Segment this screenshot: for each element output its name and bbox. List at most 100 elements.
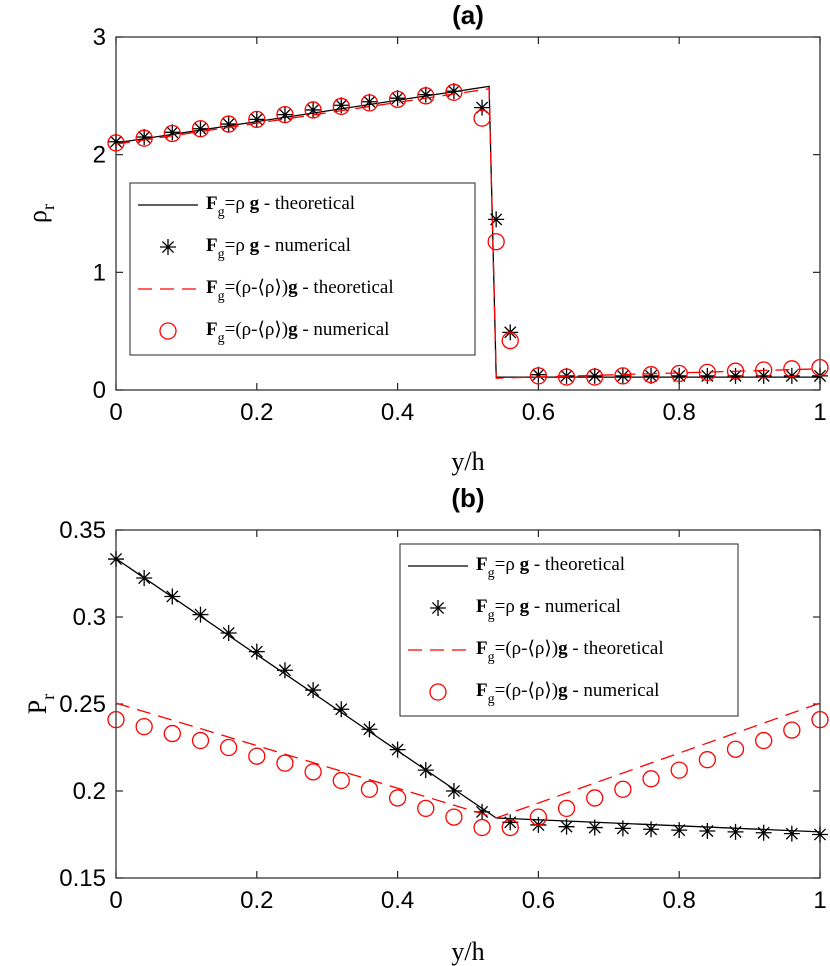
chart-panel-b: 0 0.2 0.4 0.6 0.8 1 0.15 0.2 0.25 0.3 0.35 (b) y/h Pr…	[23, 483, 829, 966]
x-axis-label: y/h	[451, 937, 484, 966]
circle-marker	[642, 770, 660, 788]
star-marker	[164, 124, 181, 141]
circle-marker	[529, 367, 548, 385]
star-marker	[783, 367, 800, 384]
legend-label: Fg=(ρ-⟨ρ⟩)g - numerical	[476, 680, 659, 707]
circle-marker	[501, 818, 519, 837]
star-marker	[389, 90, 406, 107]
series	[107, 83, 829, 386]
y-tick-label: 0.25	[59, 691, 106, 718]
star-marker	[361, 721, 378, 738]
circle-marker	[248, 747, 266, 765]
star-marker	[643, 367, 660, 384]
circle-marker	[614, 367, 632, 385]
x-tick-label: 0.2	[240, 887, 273, 914]
star-marker	[671, 822, 688, 839]
circle-marker	[586, 789, 604, 807]
circle-marker	[783, 360, 801, 378]
y-tick-label: 0.15	[59, 865, 106, 892]
star-marker	[108, 551, 124, 568]
circle-marker	[487, 233, 505, 251]
circle-marker	[586, 368, 604, 386]
x-tick-label: 0.8	[663, 887, 696, 914]
circle-marker	[429, 683, 447, 701]
legend: Fg=ρ g - theoretical Fg=ρ g - numerical Fg…	[129, 182, 476, 356]
series	[107, 711, 829, 837]
star-marker	[445, 783, 462, 799]
star-marker	[699, 823, 716, 840]
legend-label: Fg=(ρ-⟨ρ⟩)g - theoretical	[206, 277, 394, 304]
star-marker	[220, 625, 237, 642]
circle-marker	[163, 124, 181, 143]
circle-marker	[670, 364, 688, 383]
star-marker	[417, 86, 434, 103]
legend-label: Fg=ρ g - numerical	[206, 235, 351, 262]
circle-marker	[163, 724, 181, 743]
circle-marker	[417, 87, 435, 105]
circle-marker	[219, 115, 238, 133]
circle-marker	[670, 761, 688, 779]
star-marker	[558, 818, 575, 835]
star-marker	[614, 820, 631, 837]
circle-marker	[107, 711, 125, 729]
star-marker	[248, 643, 265, 660]
circle-marker	[698, 751, 717, 769]
legend-box	[129, 182, 476, 356]
star-marker	[614, 367, 631, 384]
circle-marker	[557, 799, 576, 818]
star-marker	[164, 588, 181, 605]
circle-marker	[755, 361, 773, 379]
circle-marker	[698, 363, 717, 382]
star-marker	[276, 106, 293, 123]
x-axis-label: y/h	[451, 447, 484, 476]
star-marker	[755, 824, 772, 841]
chart-title: (b)	[451, 483, 484, 513]
chart-panel-a: 0 0.2 0.4 0.6 0.8 1 0 1 2 3 (a) y/h ρr Fg=ρ g - theor…	[23, 0, 829, 476]
star-marker	[586, 367, 603, 384]
star-marker	[192, 120, 209, 137]
circle-marker	[159, 322, 177, 340]
star-marker	[333, 97, 350, 114]
x-tick-label: 1	[813, 887, 826, 914]
star-marker	[671, 367, 688, 384]
x-tick-label: 0	[109, 399, 122, 426]
circle-marker	[811, 711, 829, 729]
star-marker	[783, 825, 800, 842]
circle-marker	[388, 90, 407, 109]
circle-marker	[445, 83, 463, 101]
x-tick-label: 0	[109, 887, 122, 914]
circle-marker	[614, 780, 632, 798]
star-marker	[586, 819, 603, 836]
series-line	[115, 88, 821, 379]
circle-marker	[219, 738, 238, 757]
star-marker	[248, 111, 265, 128]
star-marker	[333, 701, 350, 718]
circle-marker	[360, 94, 379, 112]
series	[115, 88, 821, 379]
circle-marker	[191, 120, 210, 138]
y-tick-label: 3	[93, 24, 106, 51]
circle-marker	[473, 109, 491, 127]
star-marker	[361, 93, 378, 110]
y-tick-label: 0.3	[73, 604, 106, 631]
circle-marker	[332, 771, 350, 790]
star-marker	[502, 814, 519, 831]
circle-marker	[135, 717, 153, 736]
circle-marker	[783, 721, 801, 739]
y-axis-label: ρr	[23, 204, 58, 223]
star-marker	[136, 570, 153, 587]
legend-label: Fg=ρ g - theoretical	[476, 554, 625, 581]
circle-marker	[304, 101, 322, 119]
circle-marker	[276, 754, 294, 772]
circle-marker	[332, 97, 350, 116]
star-marker	[530, 366, 547, 383]
circle-marker	[811, 358, 829, 377]
y-tick-label: 1	[93, 259, 106, 286]
circle-marker	[501, 331, 519, 350]
star-marker	[474, 803, 491, 820]
circle-marker	[135, 129, 153, 147]
star-marker	[430, 600, 446, 616]
circle-marker	[473, 818, 491, 837]
y-tick-label: 2	[93, 142, 106, 169]
